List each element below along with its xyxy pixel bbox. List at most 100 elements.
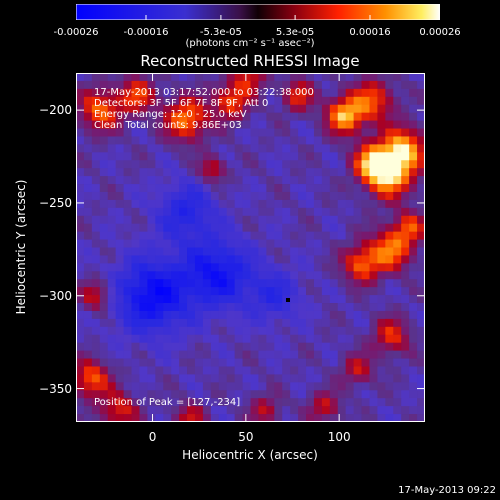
heatmap-cell <box>171 136 180 145</box>
heatmap-cell <box>306 239 315 248</box>
heatmap-cell <box>353 96 362 106</box>
heatmap-cell <box>210 374 220 383</box>
heatmap-cell <box>202 96 212 106</box>
heatmap-cell <box>226 88 236 98</box>
heatmap-cell <box>385 104 394 114</box>
heatmap-cell <box>171 239 180 248</box>
heatmap-cell <box>99 287 109 296</box>
heatmap-cell <box>123 295 132 304</box>
heatmap-cell <box>417 96 425 106</box>
heatmap-cell <box>179 144 188 153</box>
heatmap-cell <box>250 255 259 264</box>
heatmap-cell <box>163 104 172 114</box>
heatmap-cell <box>210 136 220 145</box>
heatmap-cell <box>99 73 109 82</box>
heatmap-cell <box>218 334 228 344</box>
heatmap-cell <box>76 104 85 114</box>
heatmap-cell <box>234 144 243 153</box>
heatmap-cell <box>76 160 85 169</box>
heatmap-cell <box>187 199 196 209</box>
heatmap-cell <box>107 382 117 391</box>
heatmap-cell <box>266 303 275 312</box>
heatmap-cell <box>155 334 164 344</box>
heatmap-cell <box>417 326 425 336</box>
heatmap-cell <box>321 160 331 169</box>
heatmap-cell <box>115 334 124 344</box>
heatmap-cell <box>210 318 220 328</box>
heatmap-cell <box>147 128 156 137</box>
heatmap-cell <box>290 414 299 422</box>
heatmap-cell <box>329 374 339 383</box>
heatmap-cell <box>282 303 291 312</box>
heatmap-cell <box>163 80 172 90</box>
heatmap-cell <box>226 366 236 375</box>
heatmap-cell <box>321 271 331 280</box>
heatmap-cell <box>218 247 228 256</box>
heatmap-cell <box>337 271 347 280</box>
heatmap-cell <box>409 152 418 161</box>
heatmap-cell <box>123 358 132 367</box>
heatmap-cell <box>202 326 212 336</box>
heatmap-cell <box>329 390 339 399</box>
heatmap-cell <box>329 342 339 352</box>
heatmap-cell <box>91 184 101 193</box>
heatmap-cell <box>83 80 93 90</box>
heatmap-cell <box>194 112 204 121</box>
heatmap-cell <box>131 414 140 422</box>
heatmap-cell <box>282 152 291 161</box>
heatmap-cell <box>76 318 85 328</box>
heatmap-cell <box>107 334 117 344</box>
heatmap-cell <box>313 247 323 256</box>
heatmap-cell <box>76 184 85 193</box>
heatmap-cell <box>194 358 204 367</box>
heatmap-cell <box>266 184 275 193</box>
heatmap-cell <box>194 390 204 399</box>
heatmap-cell <box>194 342 204 352</box>
heatmap-cell <box>377 152 386 161</box>
heatmap-cell <box>155 374 164 383</box>
heatmap-cell <box>139 128 148 137</box>
heatmap-cell <box>242 334 251 344</box>
heatmap-cell <box>361 279 370 288</box>
heatmap-cell <box>107 287 117 296</box>
heatmap-cell <box>266 358 275 367</box>
heatmap-cell <box>290 287 299 296</box>
heatmap-cell <box>385 136 394 145</box>
heatmap-cell <box>123 207 132 217</box>
heatmap-cell <box>393 215 402 225</box>
heatmap-cell <box>266 255 275 264</box>
heatmap-cell <box>369 176 378 185</box>
heatmap-cell <box>353 199 362 209</box>
heatmap-cell <box>369 112 378 121</box>
heatmap-cell <box>313 414 323 422</box>
heatmap-cell <box>369 120 378 129</box>
heatmap-cell <box>369 80 378 90</box>
heatmap-cell <box>282 104 291 114</box>
heatmap-cell <box>353 406 362 415</box>
heatmap-cell <box>306 247 315 256</box>
heatmap-cell <box>155 382 164 391</box>
heatmap-cell <box>147 80 156 90</box>
heatmap-cell <box>409 255 418 264</box>
heatmap-cell <box>401 152 410 161</box>
heatmap-cell <box>290 239 299 248</box>
heatmap-cell <box>115 80 124 90</box>
heatmap-cell <box>76 128 85 137</box>
heatmap-cell <box>377 231 386 240</box>
heatmap-cell <box>306 136 315 145</box>
heatmap-cell <box>242 295 251 304</box>
heatmap-cell <box>274 390 283 399</box>
heatmap-cell <box>361 318 370 328</box>
heatmap-cell <box>202 168 212 177</box>
heatmap-cell <box>266 366 275 375</box>
heatmap-cell <box>123 168 132 177</box>
heatmap-cell <box>385 112 394 121</box>
heatmap-cell <box>139 247 148 256</box>
heatmap-cell <box>401 334 410 344</box>
heatmap-cell <box>91 160 101 169</box>
heatmap-cell <box>91 128 101 137</box>
heatmap-cell <box>83 303 93 312</box>
heatmap-cell <box>139 271 148 280</box>
heatmap-cell <box>250 406 259 415</box>
heatmap-cell <box>242 310 251 320</box>
